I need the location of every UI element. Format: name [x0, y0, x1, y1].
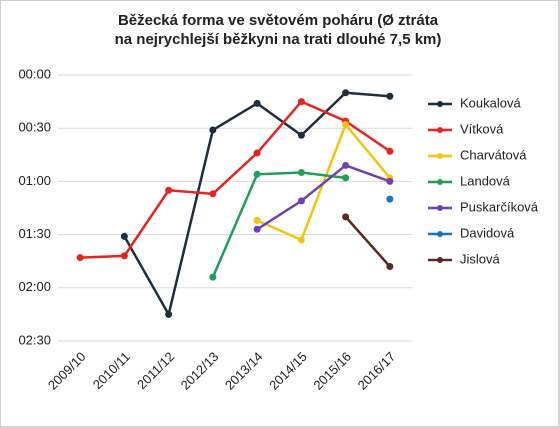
- legend-label: Jislová: [460, 251, 501, 266]
- legend-marker: [437, 153, 443, 159]
- legend-label: Vítková: [460, 121, 504, 136]
- data-point: [342, 161, 350, 169]
- legend-marker: [437, 127, 443, 133]
- data-point: [386, 92, 394, 100]
- legend-label: Puskarčíková: [460, 199, 539, 214]
- data-point: [253, 225, 261, 233]
- legend-marker: [437, 231, 443, 237]
- y-tick-label: 01:30: [18, 226, 51, 241]
- y-tick-label: 02:00: [18, 279, 51, 294]
- data-point: [297, 169, 305, 177]
- series-line: [211, 171, 346, 278]
- data-point: [165, 310, 173, 318]
- legend-marker: [437, 179, 443, 185]
- data-point: [297, 197, 305, 205]
- data-point: [120, 232, 128, 240]
- legend-label: Davidová: [460, 225, 515, 240]
- data-point: [253, 149, 261, 157]
- data-point: [386, 147, 394, 155]
- data-point: [76, 254, 84, 262]
- y-tick-label: 02:30: [18, 332, 51, 347]
- data-point: [209, 273, 217, 281]
- data-point: [253, 216, 261, 224]
- legend-label: Koukalová: [460, 95, 521, 110]
- data-point: [342, 89, 350, 97]
- chart-title: na nejrychlejší běžkyni na trati dlouhé …: [115, 31, 442, 48]
- data-point: [120, 252, 128, 260]
- series-line: [344, 216, 391, 268]
- series-line: [80, 100, 391, 259]
- data-point: [386, 177, 394, 185]
- y-tick-label: 00:00: [18, 66, 51, 81]
- legend-label: Charvátová: [460, 147, 527, 162]
- data-point: [209, 126, 217, 134]
- data-point: [342, 213, 350, 221]
- data-point: [342, 121, 350, 129]
- series-line: [256, 164, 391, 231]
- data-point: [209, 190, 217, 198]
- data-point: [386, 263, 394, 271]
- data-point: [386, 195, 394, 203]
- data-point: [165, 186, 173, 194]
- data-point: [253, 170, 261, 178]
- data-point: [253, 99, 261, 107]
- y-tick-label: 00:30: [18, 120, 51, 135]
- data-point: [342, 174, 350, 182]
- chart-title: Běžecká forma ve světovém poháru (Ø ztrá…: [118, 12, 439, 29]
- legend-marker: [437, 257, 443, 263]
- legend-label: Landová: [460, 173, 511, 188]
- legend-marker: [437, 205, 443, 211]
- data-point: [297, 98, 305, 106]
- y-tick-label: 01:00: [18, 173, 51, 188]
- legend-marker: [437, 101, 443, 107]
- data-point: [297, 236, 305, 244]
- data-point: [297, 131, 305, 139]
